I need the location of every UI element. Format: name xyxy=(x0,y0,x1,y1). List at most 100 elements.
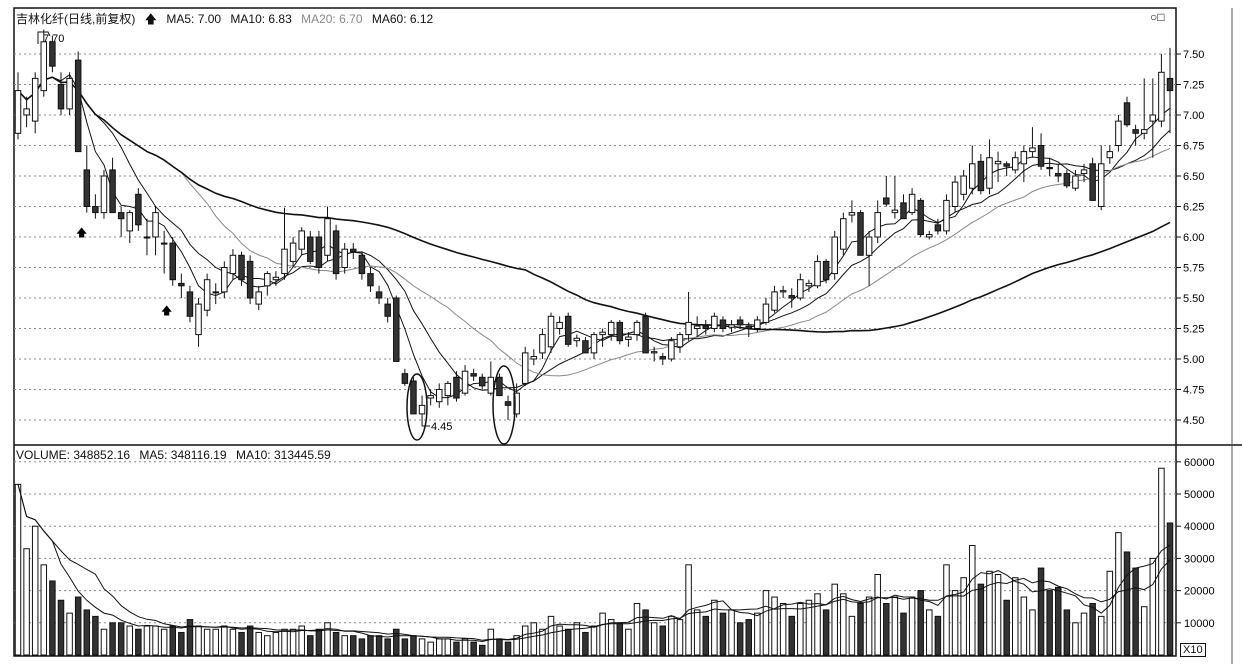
volume-bar-up xyxy=(530,622,538,656)
price-tick-label: 7.00 xyxy=(1183,110,1204,122)
candle-down xyxy=(900,202,907,220)
volume-bar-down xyxy=(1089,602,1096,656)
candle-up xyxy=(633,321,641,336)
candle-up xyxy=(762,303,770,323)
candle-down xyxy=(135,193,142,226)
candle-up xyxy=(255,291,262,305)
candle-up xyxy=(539,334,546,354)
volume-bar-down xyxy=(582,631,589,656)
candle-down xyxy=(1089,163,1096,201)
candle-up xyxy=(530,356,538,360)
candle-up xyxy=(1072,175,1079,189)
volume-bar-down xyxy=(375,635,383,656)
volume-bar-down xyxy=(117,622,125,656)
candle-up xyxy=(668,340,675,360)
ma20-value: MA20: 6.70 xyxy=(301,12,363,26)
candle-up xyxy=(1149,114,1157,122)
candle-up xyxy=(590,334,598,354)
candle-up xyxy=(203,279,211,311)
price-tick-label: 6.00 xyxy=(1183,232,1204,244)
volume-bar-up xyxy=(1149,557,1157,656)
volume-bar-up xyxy=(427,641,434,656)
candle-down xyxy=(375,291,383,299)
candle-down xyxy=(470,373,477,377)
candle-up xyxy=(14,90,22,134)
price-tick-label: 6.25 xyxy=(1183,202,1204,214)
volume-bar-down xyxy=(822,609,830,656)
price-tick-label: 5.50 xyxy=(1183,293,1204,305)
volume-bar-up xyxy=(1140,606,1148,656)
volume-ma10-line xyxy=(17,484,1171,641)
candle-down xyxy=(246,260,254,299)
candle-up xyxy=(711,315,718,329)
volume-bar-up xyxy=(728,609,735,656)
candle-up xyxy=(685,321,692,336)
volume-bar-down xyxy=(1037,567,1045,656)
candle-down xyxy=(642,315,649,354)
candle-up xyxy=(487,376,495,394)
candle-down xyxy=(169,242,176,281)
volume-bar-up xyxy=(831,583,838,656)
volume-bar-up xyxy=(436,638,443,656)
volume-bar-down xyxy=(1123,551,1131,656)
volume-bar-down xyxy=(307,635,314,656)
arrow-up-icon: 🡅 xyxy=(161,304,172,317)
price-tick-label: 5.75 xyxy=(1183,263,1204,275)
candle-up xyxy=(427,395,434,399)
volume-bar-down xyxy=(659,625,667,656)
volume-bar-up xyxy=(969,545,976,656)
volume-bar-up xyxy=(994,574,1002,656)
candle-up xyxy=(1140,129,1148,134)
candle-down xyxy=(736,319,744,326)
grid-lines xyxy=(14,53,1176,624)
ma5-value: MA5: 7.00 xyxy=(166,12,222,26)
square-icon[interactable]: □ xyxy=(1157,10,1165,24)
candle-up xyxy=(986,157,993,189)
circle-icon[interactable]: ○ xyxy=(1150,10,1158,24)
volume-bar-up xyxy=(865,596,873,656)
volume-bar-up xyxy=(264,635,271,656)
candle-up xyxy=(23,108,30,116)
candle-up xyxy=(40,41,48,92)
candle-down xyxy=(393,297,400,362)
volume-bar-up xyxy=(143,625,151,656)
volume-bar-down xyxy=(883,602,890,656)
volume-bar-down xyxy=(350,635,357,656)
candle-down xyxy=(410,380,417,415)
candle-up xyxy=(31,77,39,122)
volume-bar-up xyxy=(298,625,305,656)
candle-up xyxy=(994,160,1002,165)
candle-down xyxy=(582,340,589,354)
volume-bar-up xyxy=(152,625,159,656)
volume-bar-up xyxy=(100,628,108,656)
stock-title: 吉林化纤(日线,前复权) xyxy=(16,12,136,26)
ma60-line xyxy=(17,76,1171,333)
arrow-up-icon: 🡅 xyxy=(144,12,158,26)
candle-up xyxy=(943,199,950,232)
ma10-value: MA10: 6.83 xyxy=(230,12,292,26)
volume-bar-down xyxy=(401,638,409,656)
candle-up xyxy=(625,336,632,340)
candle-down xyxy=(57,84,65,110)
candle-up xyxy=(1080,169,1088,175)
price-tick-label: 7.25 xyxy=(1183,80,1204,92)
price-header: 吉林化纤(日线,前复权) 🡅 MA5: 7.00 MA10: 6.83 MA20… xyxy=(16,10,439,31)
candle-up xyxy=(840,218,847,250)
volume-bar-up xyxy=(960,577,967,656)
volume-bar-up xyxy=(771,596,778,656)
low-highlight-ellipse-1 xyxy=(406,373,428,441)
candle-down xyxy=(315,236,323,268)
candle-up xyxy=(272,276,280,281)
candle-down xyxy=(74,59,82,153)
candle-down xyxy=(659,356,667,360)
chart-frame xyxy=(13,7,1242,664)
candle-up xyxy=(556,321,563,329)
candle-up xyxy=(848,212,856,216)
volume-bar-up xyxy=(848,615,856,656)
volume-bar-up xyxy=(487,628,495,656)
volume-value: VOLUME: 348852.16 xyxy=(16,448,131,462)
candle-down xyxy=(238,254,245,281)
volume-bar-up xyxy=(195,625,202,656)
candle-down xyxy=(883,197,890,205)
